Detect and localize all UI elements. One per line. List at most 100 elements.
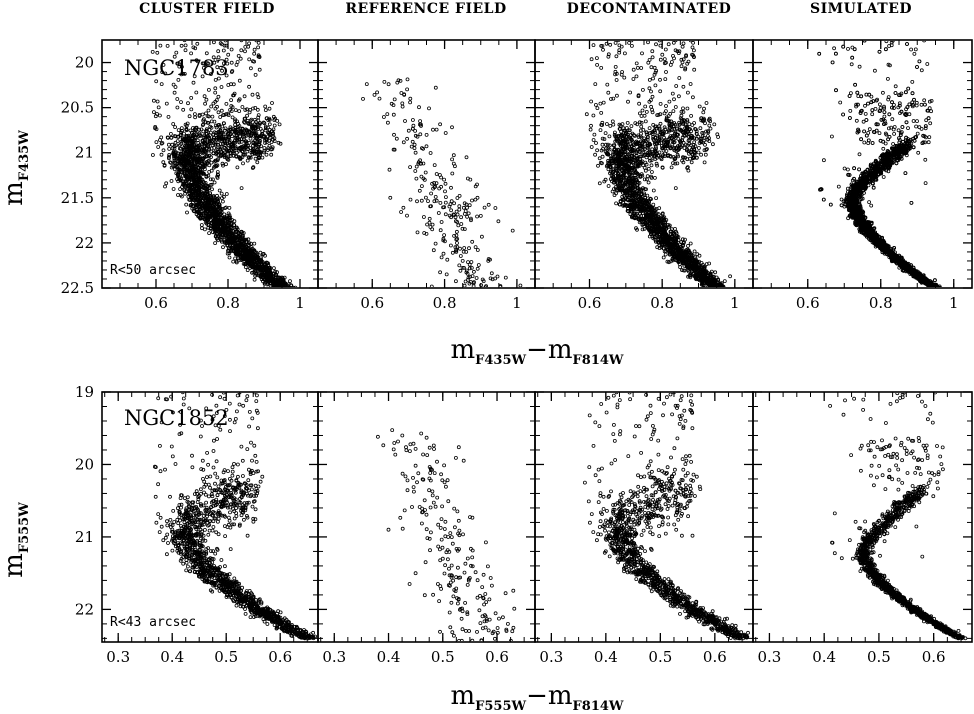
data-point [195,138,200,143]
data-point [266,279,271,284]
data-point [226,132,231,137]
data-point [445,257,450,262]
data-point [200,177,205,182]
data-point [493,276,498,281]
data-point [224,43,229,48]
data-point [417,188,422,193]
data-point [605,122,609,126]
data-point [443,200,448,205]
data-point [442,233,447,238]
data-point [392,97,397,102]
data-point [690,134,694,138]
data-point [194,190,199,195]
data-point [171,164,176,169]
data-point [618,133,623,138]
data-point [201,129,206,134]
data-point [411,123,416,128]
data-point [179,100,183,104]
data-point [209,104,214,109]
data-point [219,108,224,113]
data-point [217,213,222,218]
data-point [293,285,298,287]
data-point [213,90,218,95]
data-point [207,186,211,191]
data-point [202,217,207,222]
data-point [478,213,483,218]
data-point [210,212,215,217]
data-point [201,183,205,187]
data-point [233,117,237,122]
data-point [443,212,448,217]
data-point [255,107,260,112]
data-point [201,164,206,169]
data-point [205,206,210,211]
data-point [235,128,240,133]
panel-r1-reference-field: 0.6 0.8 1 [317,39,536,312]
data-point [204,207,209,212]
data-point [237,78,242,83]
data-point [439,220,444,224]
data-point [190,175,195,180]
data-point [429,191,434,196]
data-point [213,241,218,246]
data-point [455,241,459,245]
data-point [666,42,671,47]
data-point [601,146,605,151]
data-point [643,104,648,109]
data-point [627,151,632,156]
data-point [662,125,667,130]
data-point [412,146,417,151]
data-point [197,154,202,159]
data-point [274,273,279,278]
data-point [209,221,214,226]
data-point [260,272,265,277]
data-point [417,105,421,110]
data-point [204,111,208,116]
data-point [450,171,455,176]
data-point [198,175,203,180]
data-point [434,172,439,176]
data-point [688,241,693,246]
data-point [151,98,156,103]
data-point [198,216,203,221]
data-point [692,136,697,141]
data-point [220,221,225,226]
data-point [613,65,618,69]
data-point [602,137,607,142]
data-point [658,77,662,82]
data-point [677,123,682,127]
data-point [622,75,627,80]
data-point [449,199,454,204]
data-point [243,152,248,157]
data-point [202,197,207,202]
data-point [248,155,253,160]
row2-x-axis-title: mF555W−mF814W [450,681,623,714]
data-point [252,131,257,136]
data-point [670,60,674,64]
data-point [216,76,221,81]
data-point [196,214,201,219]
data-point [701,110,706,115]
data-point [218,141,223,146]
data-point [217,124,222,129]
data-point [215,158,220,163]
data-point [180,154,184,159]
data-point [427,220,432,225]
data-point [273,275,278,280]
data-point [229,104,234,108]
data-point [154,140,159,145]
data-point [639,114,644,118]
data-point [244,139,249,144]
data-point [191,80,196,85]
data-point [224,57,229,62]
data-point [607,134,612,139]
data-point [150,153,155,157]
data-point [215,172,220,177]
data-point [681,57,686,62]
data-point [681,84,686,89]
data-point [211,141,216,146]
data-point [239,48,244,53]
data-point [672,97,676,102]
data-point [639,128,643,133]
data-point [427,106,431,111]
